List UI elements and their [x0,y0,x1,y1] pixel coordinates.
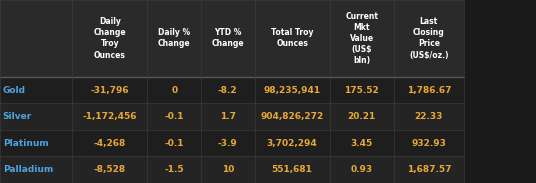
Text: 20.21: 20.21 [348,112,376,121]
Text: 1,786.67: 1,786.67 [406,86,451,95]
Text: Last
Closing
Price
(US$/oz.): Last Closing Price (US$/oz.) [409,17,449,60]
Bar [0,130,464,156]
Bar [0,0,464,77]
Text: -0.1: -0.1 [165,139,184,148]
Text: Gold: Gold [3,86,26,95]
Text: -3.9: -3.9 [218,139,237,148]
Text: 10: 10 [221,165,234,174]
Text: Daily
Change
Troy
Ounces: Daily Change Troy Ounces [94,17,126,60]
Text: YTD %
Change: YTD % Change [212,28,244,48]
Text: 22.33: 22.33 [415,112,443,121]
Text: -1,172,456: -1,172,456 [83,112,137,121]
Text: 551,681: 551,681 [272,165,312,174]
Bar [0,77,464,103]
Text: 932.93: 932.93 [411,139,446,148]
Text: Silver: Silver [3,112,32,121]
Text: 1.7: 1.7 [220,112,236,121]
Text: 0.93: 0.93 [351,165,373,174]
Text: Daily %
Change: Daily % Change [158,28,190,48]
Text: 0: 0 [171,86,177,95]
Text: Current
Mkt
Value
(US$
bln): Current Mkt Value (US$ bln) [345,12,378,65]
Text: -4,268: -4,268 [94,139,126,148]
Text: 904,826,272: 904,826,272 [260,112,324,121]
Bar [0,103,464,130]
Text: -8.2: -8.2 [218,86,237,95]
Text: 1,687.57: 1,687.57 [406,165,451,174]
Text: -31,796: -31,796 [91,86,129,95]
Text: -8,528: -8,528 [94,165,126,174]
Text: 3,702,294: 3,702,294 [267,139,317,148]
Text: 3.45: 3.45 [351,139,373,148]
Text: Total Troy
Ounces: Total Troy Ounces [271,28,314,48]
Text: 175.52: 175.52 [345,86,379,95]
Text: -1.5: -1.5 [165,165,184,174]
Text: 98,235,941: 98,235,941 [264,86,321,95]
Text: Platinum: Platinum [3,139,48,148]
Text: Palladium: Palladium [3,165,53,174]
Bar [0,156,464,183]
Text: -0.1: -0.1 [165,112,184,121]
